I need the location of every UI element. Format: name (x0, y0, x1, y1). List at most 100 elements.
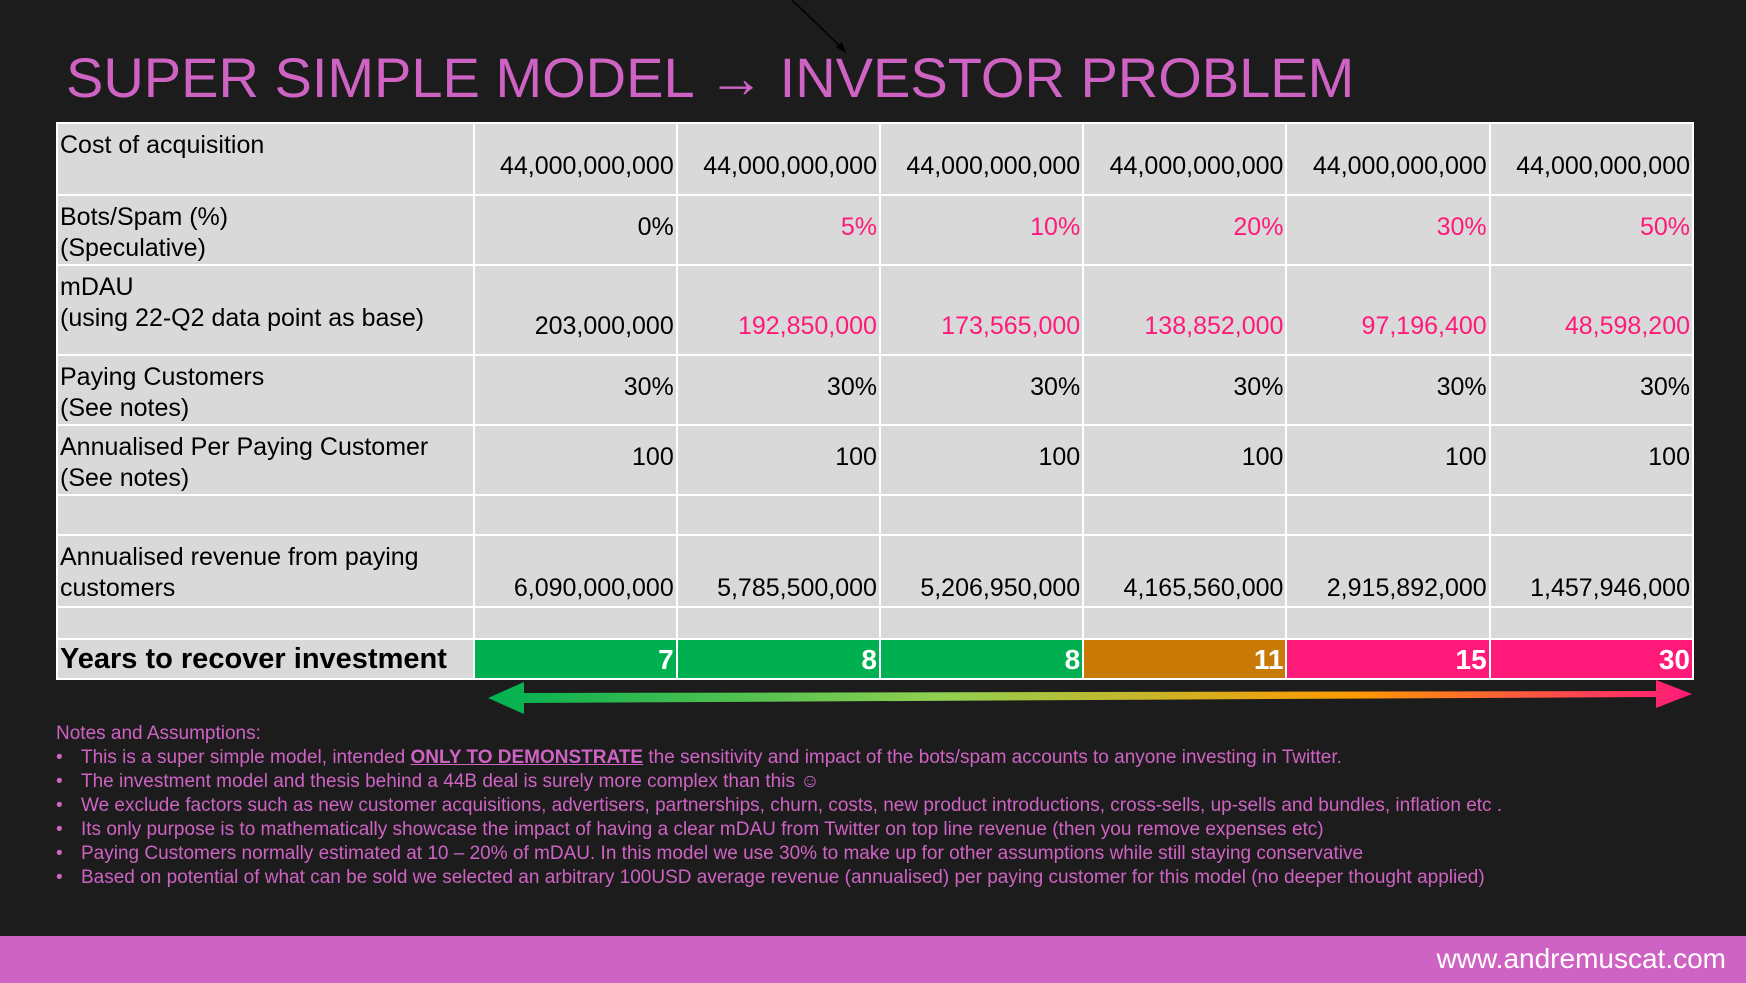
empty-cell (1285, 606, 1491, 640)
empty-cell (472, 494, 678, 536)
value-cell: 44,000,000,000 (878, 122, 1085, 196)
row-label-line (60, 161, 471, 192)
note-item: • The investment model and thesis behind … (56, 771, 820, 792)
bullet: • (56, 771, 63, 792)
row-label-line: mDAU (60, 273, 134, 301)
value-cell: 50% (1488, 194, 1695, 266)
value-cell: 30% (1285, 354, 1491, 426)
value-cell: 44,000,000,000 (1285, 122, 1491, 196)
value-cell: 100 (1285, 424, 1491, 496)
years-value-cell: 8 (878, 638, 1085, 680)
empty-cell (675, 606, 881, 640)
row-label-line: Bots/Spam (%) (60, 203, 229, 231)
row-annualised-per-customer: Annualised Per Paying Customer (See notes… (56, 424, 1695, 496)
empty-cell (1285, 494, 1491, 536)
empty-cell (472, 606, 678, 640)
row-label-line: (using 22-Q2 data point as base) (60, 304, 425, 332)
row-label: Annualised Per Paying Customer (See notes… (56, 424, 475, 496)
sensitivity-gradient-arrow (488, 680, 1692, 714)
value-cell: 30% (1285, 194, 1491, 266)
value-cell: 5% (675, 194, 881, 266)
years-value-cell: 15 (1285, 638, 1491, 680)
value-cell: 100 (878, 424, 1085, 496)
page-title: SUPER SIMPLE MODEL → INVESTOR PROBLEM (66, 46, 1355, 109)
row-label: Cost of acquisition (56, 122, 475, 196)
row-label-line: Annualised revenue from paying (60, 543, 419, 571)
years-value-cell: 30 (1488, 638, 1695, 680)
years-value-cell: 8 (675, 638, 881, 680)
value-cell: 100 (472, 424, 678, 496)
value-cell: 30% (1082, 354, 1288, 426)
value-cell: 20% (1082, 194, 1288, 266)
empty-cell (878, 606, 1085, 640)
value-cell: 100 (1488, 424, 1695, 496)
row-years-to-recover: Years to recover investment 7 8 8 11 15 30 (56, 638, 1695, 680)
website-link[interactable]: www.andremuscat.com (1436, 943, 1726, 974)
bullet: • (56, 867, 63, 888)
bullet: • (56, 843, 63, 864)
row-blank (56, 606, 1695, 640)
value-cell: 44,000,000,000 (675, 122, 881, 196)
bullet: • (56, 819, 63, 840)
model-table: Cost of acquisition 44,000,000,000 44,000… (56, 122, 1695, 680)
row-mdau: mDAU (using 22-Q2 data point as base) 203,… (56, 264, 1695, 356)
empty-cell (56, 606, 475, 640)
value-cell: 100 (1082, 424, 1288, 496)
value-cell: 30% (1488, 354, 1695, 426)
value-cell: 5,785,500,000 (675, 534, 881, 608)
bullet: • (56, 795, 63, 816)
row-bots-spam: Bots/Spam (%) (Speculative) 0% 5% 10% 20% 30% 5… (56, 194, 1695, 266)
emphasis-text: ONLY TO DEMONSTRATE (410, 747, 644, 768)
empty-cell (1082, 606, 1288, 640)
value-cell: 0% (472, 194, 678, 266)
row-label-line: Cost of acquisition (60, 131, 265, 159)
value-cell: 48,598,200 (1488, 264, 1695, 356)
row-blank (56, 494, 1695, 536)
row-paying-customers: Paying Customers (See notes) 30% 30% 30% 30% 3… (56, 354, 1695, 426)
note-item: • We exclude factors such as new customer… (56, 795, 1503, 816)
value-cell: 44,000,000,000 (1488, 122, 1695, 196)
note-item: • Based on potential of what can be sold … (56, 867, 1485, 888)
empty-cell (878, 494, 1085, 536)
row-label: Paying Customers (See notes) (56, 354, 475, 426)
value-cell: 30% (675, 354, 881, 426)
row-label-line: Annualised Per Paying Customer (60, 433, 429, 461)
empty-cell (675, 494, 881, 536)
notes-list: • This is a super simple model, intended … (56, 746, 1502, 890)
years-label: Years to recover investment (56, 638, 475, 680)
value-cell: 100 (675, 424, 881, 496)
value-cell: 192,850,000 (675, 264, 881, 356)
row-cost-of-acquisition: Cost of acquisition 44,000,000,000 44,000… (56, 122, 1695, 196)
notes-heading: Notes and Assumptions: (56, 723, 261, 744)
row-label-line: Paying Customers (60, 363, 265, 391)
row-label: Bots/Spam (%) (Speculative) (56, 194, 475, 266)
value-cell: 5,206,950,000 (878, 534, 1085, 608)
value-cell: 203,000,000 (472, 264, 678, 356)
value-cell: 6,090,000,000 (472, 534, 678, 608)
years-value-cell: 7 (472, 638, 678, 680)
value-cell: 30% (472, 354, 678, 426)
footer-bar: www.andremuscat.com (0, 936, 1746, 983)
note-item: • This is a super simple model, intended … (56, 747, 1342, 768)
note-item: • Its only purpose is to mathematically s… (56, 819, 1324, 840)
row-label: mDAU (using 22-Q2 data point as base) (56, 264, 475, 356)
empty-cell (56, 494, 475, 536)
note-item: • Paying Customers normally estimated at … (56, 843, 1364, 864)
notes-section: Notes and Assumptions: • This is a super … (56, 722, 1502, 890)
row-label: Annualised revenue from paying customers (56, 534, 475, 608)
bullet: • (56, 747, 63, 768)
value-cell: 97,196,400 (1285, 264, 1491, 356)
row-label-line: customers (60, 574, 176, 602)
value-cell: 44,000,000,000 (1082, 122, 1288, 196)
value-cell: 4,165,560,000 (1082, 534, 1288, 608)
row-label-line: (See notes) (60, 394, 190, 422)
value-cell: 1,457,946,000 (1488, 534, 1695, 608)
years-value-cell: 11 (1082, 638, 1288, 680)
empty-cell (1082, 494, 1288, 536)
row-label-line: (See notes) (60, 464, 190, 492)
value-cell: 30% (878, 354, 1085, 426)
row-label-line: (Speculative) (60, 234, 206, 262)
value-cell: 138,852,000 (1082, 264, 1288, 356)
value-cell: 10% (878, 194, 1085, 266)
empty-cell (1488, 606, 1695, 640)
